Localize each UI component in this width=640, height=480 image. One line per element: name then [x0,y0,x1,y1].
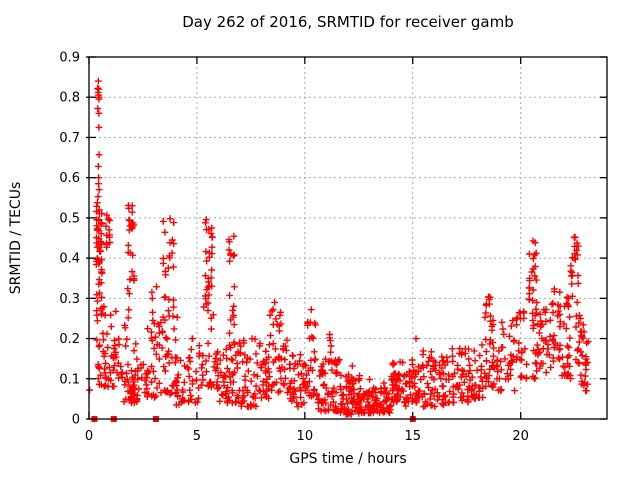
x-tick-label: 15 [404,429,421,444]
y-tick-label: 0.9 [59,51,80,66]
scatter-layer [86,77,592,422]
y-tick-label: 0.3 [59,292,80,307]
x-tick-label: 0 [85,429,93,444]
plot-border [88,56,608,420]
scatter-points [86,77,592,418]
y-tick-label: 0.4 [59,252,80,267]
y-tick-label: 0.5 [59,211,80,226]
y-axis-label: SRMTID / TECUs [8,182,24,295]
y-tick-label: 0 [72,413,80,428]
y-tick-label: 0.7 [59,131,80,146]
tick-labels: 0 5 10 15 20 0 0.1 0.2 0.3 0.4 0.5 0.6 0.7 0.8 0.9 [59,51,529,445]
plot-frame [86,56,608,420]
y-tick-label: 0.1 [59,372,80,387]
y-tick-label: 0.8 [59,91,80,106]
x-axis-label: GPS time / hours [289,451,406,467]
x-tick-label: 5 [193,429,201,444]
y-tick-label: 0.6 [59,171,80,186]
x-tick-label: 10 [297,429,314,444]
x-tick-label: 20 [512,429,529,444]
y-tick-label: 0.2 [59,332,80,347]
chart-title: Day 262 of 2016, SRMTID for receiver gam… [182,13,514,31]
